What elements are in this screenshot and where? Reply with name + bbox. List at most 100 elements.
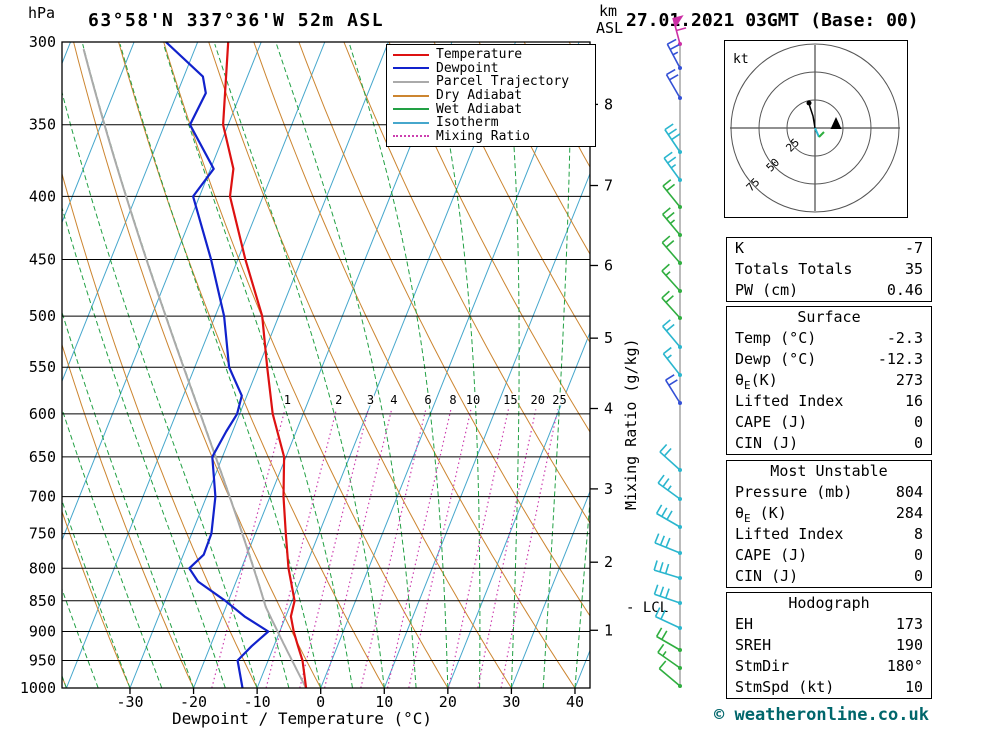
table-row: Pressure (mb) 804 [727,482,931,503]
row-label: Dewp (°C) [735,350,817,368]
table-row: Lifted Index 16 [727,391,931,412]
legend-label: Wet Adiabat [436,101,523,117]
table-row: CIN (J) 0 [727,566,931,587]
row-label: θE (K) [735,504,787,525]
svg-text:10: 10 [375,693,393,711]
hodo-low-level-segment [814,127,820,138]
svg-text:3: 3 [604,480,613,498]
row-label: SREH [735,636,772,654]
wet-adiabat-lines [62,43,590,688]
table-row: θE(K) 273 [727,370,931,391]
legend-item: Parcel Trajectory [393,75,595,89]
legend-swatch-wet_adiabat [393,108,429,111]
hodo-trace [808,102,816,129]
row-label: EH [735,615,754,633]
dry-adiabat-lines [62,42,590,688]
row-value: 804 [895,483,923,501]
row-label: StmSpd (kt) [735,678,835,696]
legend-label: Temperature [436,47,523,63]
hodo-ring [786,99,844,157]
table-row: Temp (°C) -2.3 [727,328,931,349]
row-label: Totals Totals [735,260,853,278]
row-value: 0.46 [886,281,923,299]
row-value: 0 [913,567,923,585]
datetime-title: 27.01.2021 03GMT (Base: 00) [626,10,919,31]
row-value: 180° [886,657,923,675]
temp-axis-labels: -30 -20 -10 0 10 20 30 40 [116,688,584,711]
svg-text:5: 5 [604,329,613,347]
copyright: © weatheronline.co.uk [714,705,929,725]
table-row: EH 173 [727,614,931,635]
row-value: 273 [895,371,923,389]
svg-text:4: 4 [604,400,613,418]
panel-indices: K -7 Totals Totals 35 PW (cm) 0.46 [726,237,932,302]
storm-motion-marker [830,117,842,129]
svg-text:-30: -30 [116,693,143,711]
row-label: StmDir [735,657,790,675]
svg-text:500: 500 [29,307,56,325]
svg-text:300: 300 [29,33,56,51]
svg-text:0: 0 [316,693,325,711]
row-value: 35 [904,260,923,278]
svg-text:850: 850 [29,592,56,610]
legend-item: Wet Adiabat [393,102,595,116]
legend-label: Dry Adiabat [436,88,523,104]
legend-item: Dewpoint [393,62,595,76]
altitude-unit-asl: ASL [596,19,623,37]
wind-barbs [653,15,687,688]
row-value: 10 [904,678,923,696]
svg-text:1: 1 [284,393,291,407]
panel-hodograph: Hodograph EH 173 SREH 190 StmDir 180° StmSpd (k… [726,592,932,699]
hodo-unit-label: kt [733,52,749,67]
legend-swatch-temperature [393,53,429,56]
mixing-ratio-labels: 1 2 3 4 6 8 10 15 20 25 [282,392,568,409]
row-value: 0 [913,434,923,452]
isotherm-lines [62,42,590,688]
row-value: 284 [895,504,923,522]
svg-text:1: 1 [604,621,613,639]
altitude-axis: 1 2 3 4 5 6 7 8 [590,95,613,639]
legend-swatch-mixing_ratio [393,135,429,138]
svg-text:650: 650 [29,448,56,466]
altitude-unit-km: km [599,2,617,20]
lcl-marker: - LCL [626,600,668,616]
pressure-axis-labels: 300 350 400 450 500 550 600 650 700 750 800 850 900 9… [20,33,56,697]
svg-text:450: 450 [29,251,56,269]
svg-text:600: 600 [29,405,56,423]
svg-text:20: 20 [439,693,457,711]
legend-item: Isotherm [393,116,595,130]
hodo-ring [758,71,872,185]
legend-swatch-parcel [393,80,429,83]
hodo-trace-end-dot [806,100,812,106]
pressure-unit-label: hPa [28,4,55,22]
table-row: SREH 190 [727,635,931,656]
row-label: CAPE (J) [735,413,808,431]
row-label: CIN (J) [735,567,799,585]
svg-text:800: 800 [29,559,56,577]
row-label: PW (cm) [735,281,799,299]
svg-text:2: 2 [604,553,613,571]
svg-text:40: 40 [566,693,584,711]
table-row: CIN (J) 0 [727,433,931,454]
svg-text:-10: -10 [244,693,271,711]
legend-label: Parcel Trajectory [436,74,570,90]
svg-text:400: 400 [29,187,56,205]
row-label: θE(K) [735,371,778,392]
svg-text:8: 8 [604,95,613,113]
table-row: Lifted Index 8 [727,524,931,545]
legend-swatch-dewpoint [393,67,429,70]
panel-surface: Surface Temp (°C) -2.3 Dewp (°C) -12.3 θE(K) 2… [726,306,932,455]
row-value: -12.3 [877,350,923,368]
svg-text:25: 25 [552,393,566,407]
svg-text:750: 750 [29,525,56,543]
row-label: Pressure (mb) [735,483,853,501]
svg-text:950: 950 [29,651,56,669]
svg-text:1000: 1000 [20,679,56,697]
skewt-diagram: 3003504004505005506006507007508008509009… [20,2,687,728]
temperature-curve [222,42,308,688]
svg-text:10: 10 [466,393,480,407]
row-label: Lifted Index [735,392,844,410]
svg-text:15: 15 [503,393,517,407]
